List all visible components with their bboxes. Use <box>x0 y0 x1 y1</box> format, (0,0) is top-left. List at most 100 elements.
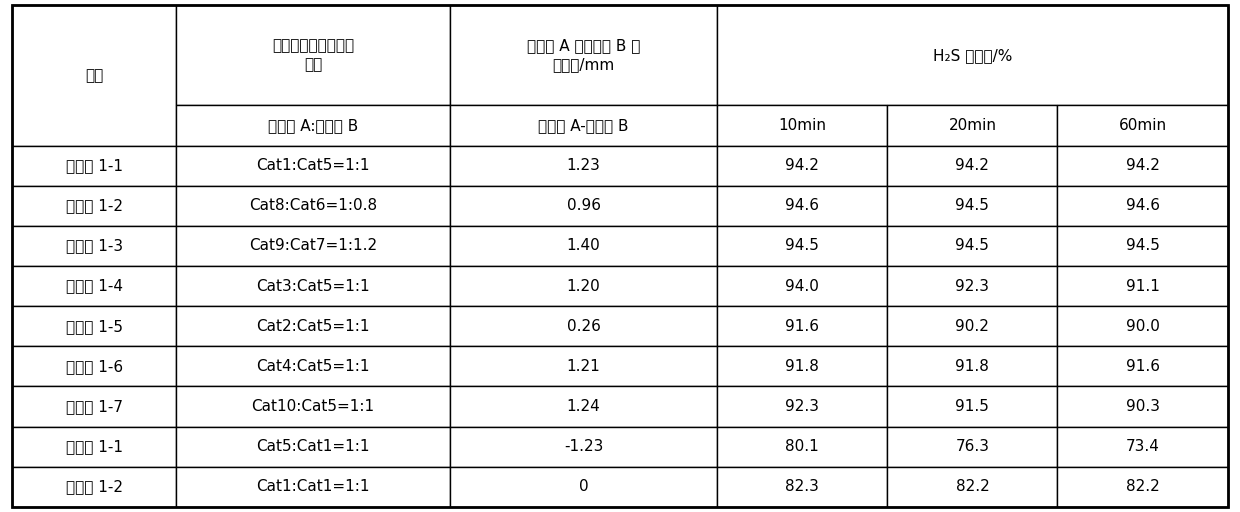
Text: 94.6: 94.6 <box>785 198 820 214</box>
Polygon shape <box>12 306 176 346</box>
Polygon shape <box>1058 186 1228 226</box>
Polygon shape <box>450 346 717 387</box>
Polygon shape <box>176 467 450 507</box>
Text: 94.5: 94.5 <box>956 239 990 253</box>
Polygon shape <box>1058 145 1228 186</box>
Polygon shape <box>888 426 1058 467</box>
Text: 91.8: 91.8 <box>956 359 990 374</box>
Text: 对比例 1-2: 对比例 1-2 <box>66 479 123 494</box>
Polygon shape <box>888 387 1058 426</box>
Text: 73.4: 73.4 <box>1126 439 1159 454</box>
Polygon shape <box>176 266 450 306</box>
Text: 实施例 1-2: 实施例 1-2 <box>66 198 123 214</box>
Polygon shape <box>450 5 717 105</box>
Polygon shape <box>450 145 717 186</box>
Polygon shape <box>1058 105 1228 145</box>
Text: 91.8: 91.8 <box>785 359 820 374</box>
Polygon shape <box>450 306 717 346</box>
Text: 编号: 编号 <box>86 68 104 83</box>
Polygon shape <box>888 186 1058 226</box>
Text: 催化剂 A 与催化剂 B 的
粒径差/mm: 催化剂 A 与催化剂 B 的 粒径差/mm <box>527 38 640 72</box>
Text: 90.0: 90.0 <box>1126 319 1159 334</box>
Text: 91.1: 91.1 <box>1126 279 1159 293</box>
Text: 催化剂 A-催化剂 B: 催化剂 A-催化剂 B <box>538 118 629 133</box>
Text: 催化剂 A:催化剂 B: 催化剂 A:催化剂 B <box>268 118 358 133</box>
Polygon shape <box>450 226 717 266</box>
Polygon shape <box>717 226 888 266</box>
Polygon shape <box>450 186 717 226</box>
Polygon shape <box>717 145 888 186</box>
Text: 76.3: 76.3 <box>955 439 990 454</box>
Text: 94.5: 94.5 <box>1126 239 1159 253</box>
Text: 0: 0 <box>579 479 588 494</box>
Polygon shape <box>12 387 176 426</box>
Text: 94.5: 94.5 <box>785 239 820 253</box>
Text: Cat2:Cat5=1:1: Cat2:Cat5=1:1 <box>257 319 370 334</box>
Text: Cat9:Cat7=1:1.2: Cat9:Cat7=1:1.2 <box>249 239 377 253</box>
Polygon shape <box>176 105 450 145</box>
Polygon shape <box>1058 346 1228 387</box>
Polygon shape <box>717 306 888 346</box>
Text: H₂S 转化率/%: H₂S 转化率/% <box>932 48 1012 63</box>
Text: 1.21: 1.21 <box>567 359 600 374</box>
Polygon shape <box>176 145 450 186</box>
Polygon shape <box>12 426 176 467</box>
Text: Cat1:Cat1=1:1: Cat1:Cat1=1:1 <box>257 479 370 494</box>
Polygon shape <box>12 346 176 387</box>
Polygon shape <box>450 387 717 426</box>
Text: 0.26: 0.26 <box>567 319 600 334</box>
Text: 90.3: 90.3 <box>1126 399 1159 414</box>
Text: Cat8:Cat6=1:0.8: Cat8:Cat6=1:0.8 <box>249 198 377 214</box>
Polygon shape <box>12 145 176 186</box>
Polygon shape <box>717 467 888 507</box>
Text: 0.96: 0.96 <box>567 198 600 214</box>
Polygon shape <box>450 105 717 145</box>
Text: 实施例 1-3: 实施例 1-3 <box>66 239 123 253</box>
Text: 91.6: 91.6 <box>1126 359 1159 374</box>
Text: 94.2: 94.2 <box>956 158 990 173</box>
Polygon shape <box>1058 467 1228 507</box>
Text: 实施例 1-1: 实施例 1-1 <box>66 158 123 173</box>
Text: 实施例 1-5: 实施例 1-5 <box>66 319 123 334</box>
Polygon shape <box>12 226 176 266</box>
Text: 82.2: 82.2 <box>1126 479 1159 494</box>
Polygon shape <box>450 266 717 306</box>
Text: 92.3: 92.3 <box>785 399 820 414</box>
Polygon shape <box>888 145 1058 186</box>
Text: 94.6: 94.6 <box>1126 198 1159 214</box>
Polygon shape <box>717 387 888 426</box>
Polygon shape <box>176 306 450 346</box>
Text: 对比例 1-1: 对比例 1-1 <box>66 439 123 454</box>
Polygon shape <box>717 5 1228 105</box>
Polygon shape <box>888 105 1058 145</box>
Polygon shape <box>717 105 888 145</box>
Text: Cat1:Cat5=1:1: Cat1:Cat5=1:1 <box>257 158 370 173</box>
Polygon shape <box>888 346 1058 387</box>
Text: -1.23: -1.23 <box>564 439 603 454</box>
Polygon shape <box>12 266 176 306</box>
Polygon shape <box>717 426 888 467</box>
Text: 91.6: 91.6 <box>785 319 820 334</box>
Text: 催化剂种类及装填体
积比: 催化剂种类及装填体 积比 <box>272 38 355 72</box>
Text: 90.2: 90.2 <box>956 319 990 334</box>
Polygon shape <box>888 226 1058 266</box>
Polygon shape <box>1058 266 1228 306</box>
Text: 10min: 10min <box>779 118 826 133</box>
Polygon shape <box>717 346 888 387</box>
Polygon shape <box>12 5 176 145</box>
Polygon shape <box>12 186 176 226</box>
Polygon shape <box>717 266 888 306</box>
Text: 1.23: 1.23 <box>567 158 600 173</box>
Text: 实施例 1-4: 实施例 1-4 <box>66 279 123 293</box>
Text: Cat4:Cat5=1:1: Cat4:Cat5=1:1 <box>257 359 370 374</box>
Polygon shape <box>176 387 450 426</box>
Text: 1.20: 1.20 <box>567 279 600 293</box>
Polygon shape <box>450 467 717 507</box>
Polygon shape <box>176 5 450 105</box>
Polygon shape <box>717 186 888 226</box>
Polygon shape <box>176 186 450 226</box>
Text: 94.0: 94.0 <box>785 279 820 293</box>
Polygon shape <box>1058 387 1228 426</box>
Text: 实施例 1-7: 实施例 1-7 <box>66 399 123 414</box>
Polygon shape <box>176 346 450 387</box>
